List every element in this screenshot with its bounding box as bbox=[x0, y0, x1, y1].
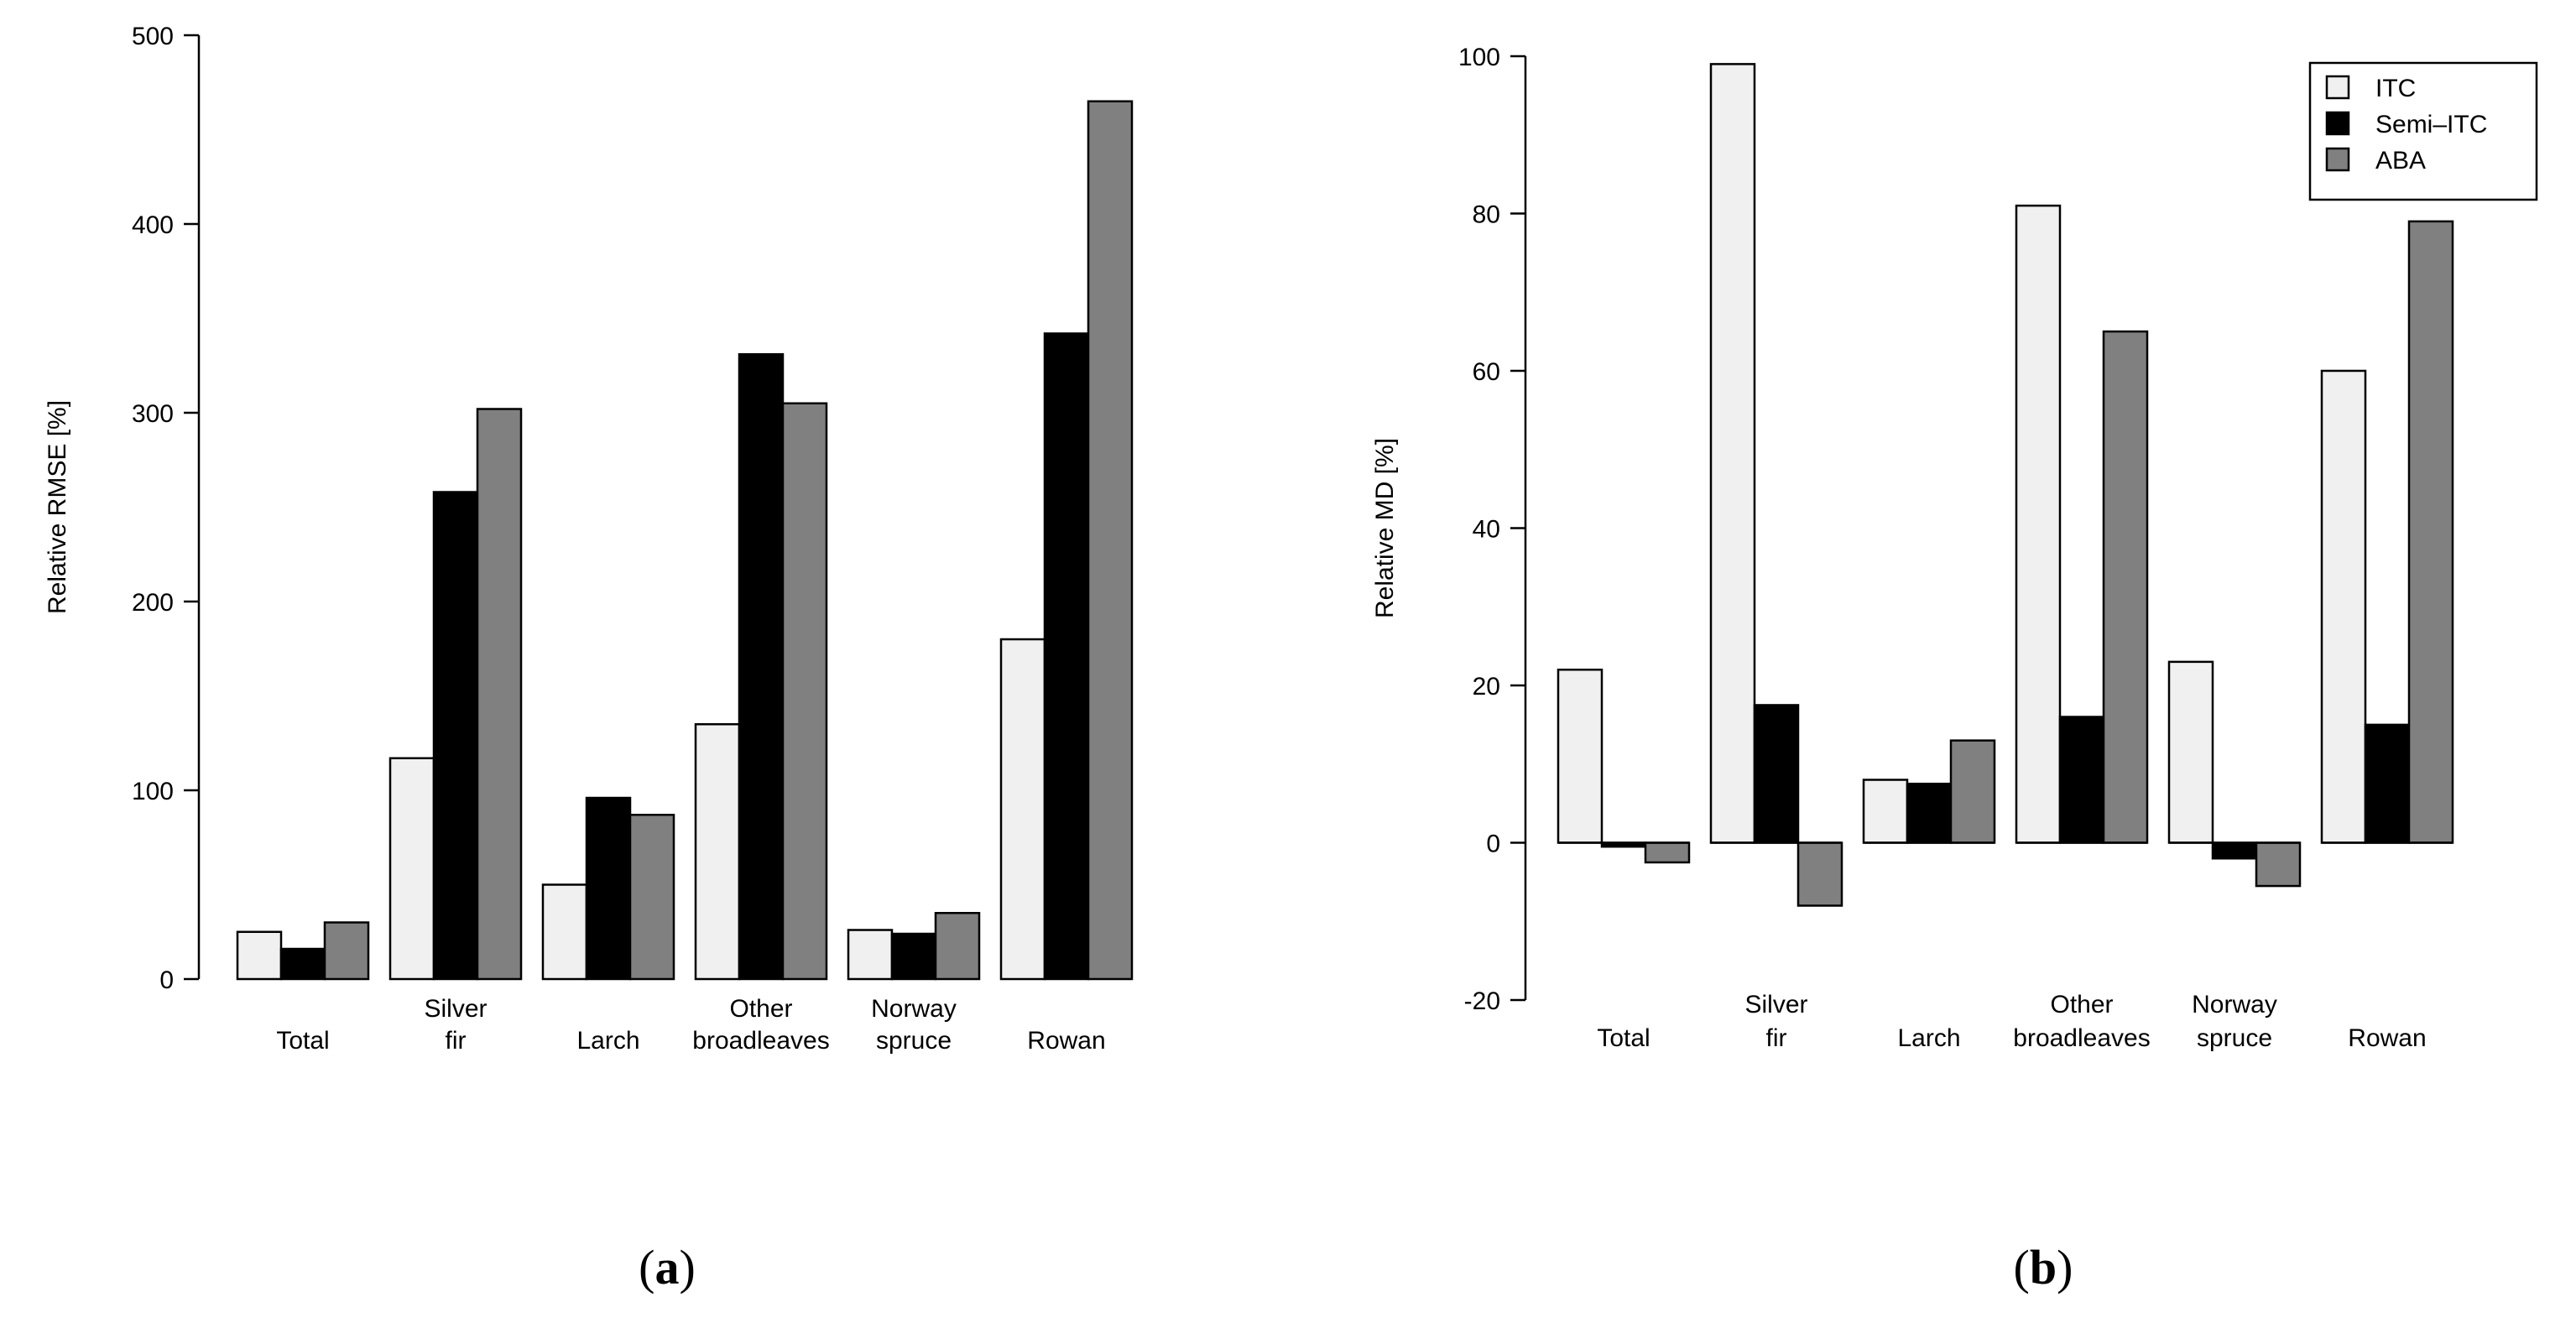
bar-itc-other-broadleaves bbox=[2015, 204, 2062, 844]
bar-itc-total bbox=[1557, 669, 1603, 844]
y-tick-label: 200 bbox=[132, 589, 174, 617]
chart-b-relative-md: -20 0 20 40 60 80 100 Relative MD [%] Total Silve… bbox=[1371, 44, 2538, 1052]
category-label-total: Total bbox=[1597, 1024, 1650, 1052]
category-label-larch: Larch bbox=[576, 1027, 639, 1055]
y-tick-label: 40 bbox=[1473, 516, 1500, 544]
bar-aba-total bbox=[1644, 841, 1691, 864]
category-label-rowan: Rowan bbox=[1027, 1027, 1105, 1055]
y-tick-label: 60 bbox=[1473, 358, 1500, 386]
bar-aba-rowan bbox=[1087, 100, 1134, 981]
bar-itc-larch bbox=[1862, 779, 1909, 844]
y-tick-label: 20 bbox=[1473, 673, 1500, 701]
y-axis-label: Relative MD [%] bbox=[1371, 438, 1399, 618]
bar-aba-larch bbox=[1949, 739, 1996, 844]
bar-semi-itc-silver-fir bbox=[1753, 704, 1800, 844]
y-tick-label: 80 bbox=[1473, 201, 1500, 229]
legend-label-aba: ABA bbox=[2375, 147, 2426, 175]
y-axis-label: Relative RMSE [%] bbox=[44, 400, 71, 614]
y-tick-label: 100 bbox=[132, 778, 174, 805]
bar-semi-itc-other-broadleaves bbox=[2058, 716, 2105, 844]
bar-semi-itc-norway-spruce bbox=[890, 932, 937, 981]
legend-label-semi-itc: Semi–ITC bbox=[2375, 111, 2487, 138]
legend-swatch-itc bbox=[2325, 75, 2350, 100]
y-tick-label: 0 bbox=[1486, 831, 1500, 858]
panel-label-a: (a) bbox=[639, 1240, 696, 1295]
y-tick-label: 500 bbox=[132, 23, 174, 50]
bar-semi-itc-norway-spruce bbox=[2211, 841, 2258, 860]
y-tick-label: 0 bbox=[159, 966, 174, 994]
bar-semi-itc-rowan bbox=[1043, 332, 1090, 981]
bar-aba-total bbox=[323, 921, 370, 981]
legend-swatch-semi-itc bbox=[2325, 111, 2350, 136]
legend-swatch-aba bbox=[2325, 147, 2350, 172]
bar-aba-norway-spruce bbox=[2255, 841, 2302, 888]
bar-aba-larch bbox=[628, 814, 675, 981]
bar-itc-silver-fir bbox=[1709, 63, 1756, 844]
bar-semi-itc-silver-fir bbox=[432, 491, 479, 981]
bar-semi-itc-other-broadleaves bbox=[738, 353, 785, 981]
bar-aba-silver-fir bbox=[1796, 841, 1843, 907]
category-label-norway-spruce: Norway spruce bbox=[871, 995, 957, 1055]
bar-itc-larch bbox=[541, 883, 588, 981]
bar-itc-rowan bbox=[2320, 369, 2367, 844]
bar-aba-norway-spruce bbox=[934, 912, 981, 981]
bar-itc-norway-spruce bbox=[847, 929, 894, 981]
category-label-norway-spruce: Norway spruce bbox=[2192, 991, 2277, 1052]
panel-label-b: (b) bbox=[2014, 1240, 2073, 1295]
legend: ITC Semi–ITC ABA bbox=[2308, 61, 2538, 201]
bar-itc-silver-fir bbox=[388, 757, 435, 981]
y-tick-label: 400 bbox=[132, 211, 174, 239]
category-label-silver-fir: Silver fir bbox=[1744, 991, 1807, 1052]
bar-itc-other-broadleaves bbox=[694, 723, 741, 981]
category-label-other-broadleaves: Other broadleaves bbox=[692, 995, 829, 1055]
bar-semi-itc-rowan bbox=[2364, 723, 2411, 844]
bar-semi-itc-larch bbox=[1906, 782, 1953, 844]
category-label-total: Total bbox=[276, 1027, 329, 1055]
bar-semi-itc-larch bbox=[585, 796, 632, 981]
bar-aba-silver-fir bbox=[476, 408, 523, 981]
bar-itc-norway-spruce bbox=[2167, 660, 2214, 844]
bar-aba-other-broadleaves bbox=[2102, 330, 2149, 844]
bar-aba-rowan bbox=[2407, 220, 2454, 844]
category-label-rowan: Rowan bbox=[2348, 1024, 2426, 1052]
category-label-other-broadleaves: Other broadleaves bbox=[2013, 991, 2150, 1052]
bar-semi-itc-total bbox=[279, 947, 326, 981]
y-tick-label: -20 bbox=[1464, 987, 1500, 1015]
bar-itc-total bbox=[236, 930, 283, 981]
legend-label-itc: ITC bbox=[2375, 75, 2416, 102]
y-tick-label: 300 bbox=[132, 400, 174, 428]
category-label-silver-fir: Silver fir bbox=[424, 995, 487, 1055]
bar-itc-rowan bbox=[999, 638, 1046, 981]
chart-a-relative-rmse: 0 100 200 300 400 500 Relative RMSE [%] Total Si… bbox=[44, 23, 1134, 1055]
y-tick-label: 100 bbox=[1458, 44, 1500, 71]
category-label-larch: Larch bbox=[1897, 1024, 1960, 1052]
bar-aba-other-broadleaves bbox=[781, 402, 828, 981]
